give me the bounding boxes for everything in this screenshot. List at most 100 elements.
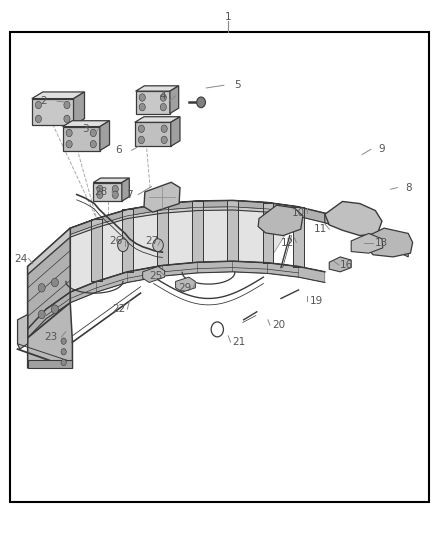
Circle shape bbox=[139, 103, 145, 111]
Text: 16: 16 bbox=[339, 260, 353, 270]
Polygon shape bbox=[96, 209, 127, 228]
Circle shape bbox=[38, 284, 45, 292]
Circle shape bbox=[161, 125, 167, 133]
Polygon shape bbox=[142, 266, 164, 282]
Circle shape bbox=[61, 338, 66, 344]
Polygon shape bbox=[267, 263, 298, 277]
Text: 27: 27 bbox=[145, 236, 158, 246]
Circle shape bbox=[51, 305, 58, 313]
Text: 9: 9 bbox=[378, 144, 385, 154]
Text: 7: 7 bbox=[126, 190, 133, 199]
Polygon shape bbox=[46, 207, 298, 309]
Polygon shape bbox=[267, 203, 298, 216]
Polygon shape bbox=[293, 207, 303, 266]
Polygon shape bbox=[232, 261, 267, 273]
Circle shape bbox=[138, 125, 144, 133]
Text: 2: 2 bbox=[40, 96, 47, 106]
Circle shape bbox=[96, 185, 102, 193]
Circle shape bbox=[61, 349, 66, 355]
Polygon shape bbox=[28, 261, 324, 329]
Polygon shape bbox=[32, 99, 73, 125]
Text: 21: 21 bbox=[232, 337, 245, 347]
Circle shape bbox=[35, 115, 41, 123]
Circle shape bbox=[90, 140, 96, 148]
Circle shape bbox=[38, 310, 45, 319]
Text: 11: 11 bbox=[313, 224, 326, 234]
Polygon shape bbox=[62, 121, 110, 127]
Text: 13: 13 bbox=[374, 238, 388, 247]
Circle shape bbox=[152, 239, 163, 252]
Circle shape bbox=[96, 191, 102, 198]
Polygon shape bbox=[162, 262, 197, 276]
Text: 29: 29 bbox=[177, 283, 191, 293]
Polygon shape bbox=[46, 292, 70, 319]
Text: 20: 20 bbox=[272, 320, 285, 330]
Text: 4: 4 bbox=[159, 91, 166, 101]
Circle shape bbox=[112, 185, 118, 193]
Polygon shape bbox=[70, 281, 96, 303]
Polygon shape bbox=[192, 201, 202, 262]
Polygon shape bbox=[258, 205, 302, 236]
Polygon shape bbox=[227, 200, 237, 261]
Polygon shape bbox=[328, 257, 350, 272]
Polygon shape bbox=[324, 213, 407, 257]
Polygon shape bbox=[157, 204, 167, 265]
Polygon shape bbox=[70, 219, 96, 237]
Text: 22: 22 bbox=[112, 304, 125, 314]
Polygon shape bbox=[175, 277, 195, 292]
Polygon shape bbox=[197, 261, 232, 273]
Text: 19: 19 bbox=[309, 296, 322, 306]
Polygon shape bbox=[298, 207, 324, 223]
Circle shape bbox=[35, 101, 41, 109]
Polygon shape bbox=[28, 309, 46, 338]
Polygon shape bbox=[127, 204, 162, 219]
Circle shape bbox=[161, 136, 167, 143]
Polygon shape bbox=[70, 200, 377, 232]
Text: 25: 25 bbox=[149, 271, 162, 280]
Polygon shape bbox=[32, 92, 84, 99]
Text: 1: 1 bbox=[224, 12, 231, 22]
Text: 26: 26 bbox=[110, 236, 123, 246]
Circle shape bbox=[64, 101, 70, 109]
Circle shape bbox=[139, 94, 145, 101]
Polygon shape bbox=[197, 200, 232, 211]
Text: 12: 12 bbox=[280, 238, 293, 247]
Circle shape bbox=[160, 103, 166, 111]
Polygon shape bbox=[96, 272, 127, 292]
Polygon shape bbox=[232, 200, 267, 212]
Text: 28: 28 bbox=[94, 187, 107, 197]
Circle shape bbox=[90, 130, 96, 137]
Circle shape bbox=[160, 94, 166, 101]
Polygon shape bbox=[93, 182, 121, 201]
Polygon shape bbox=[121, 178, 129, 201]
Polygon shape bbox=[100, 121, 110, 150]
Circle shape bbox=[51, 278, 58, 287]
Polygon shape bbox=[28, 228, 70, 274]
Polygon shape bbox=[28, 360, 72, 368]
Polygon shape bbox=[73, 92, 84, 125]
Text: 3: 3 bbox=[82, 124, 89, 134]
Polygon shape bbox=[135, 86, 178, 91]
Polygon shape bbox=[262, 203, 272, 263]
Circle shape bbox=[61, 359, 66, 366]
Polygon shape bbox=[170, 86, 178, 114]
Circle shape bbox=[196, 97, 205, 108]
Polygon shape bbox=[122, 209, 132, 272]
Polygon shape bbox=[366, 228, 412, 257]
Polygon shape bbox=[298, 266, 324, 282]
Polygon shape bbox=[28, 228, 70, 338]
Polygon shape bbox=[135, 91, 170, 114]
Circle shape bbox=[112, 191, 118, 198]
Polygon shape bbox=[62, 127, 100, 150]
Circle shape bbox=[66, 130, 72, 137]
Polygon shape bbox=[93, 178, 129, 182]
Text: 10: 10 bbox=[291, 208, 304, 218]
Polygon shape bbox=[350, 233, 382, 253]
Bar bbox=[10, 32, 428, 502]
Polygon shape bbox=[127, 265, 162, 282]
Polygon shape bbox=[134, 117, 180, 123]
Circle shape bbox=[64, 115, 70, 123]
Text: 5: 5 bbox=[233, 80, 240, 90]
Polygon shape bbox=[350, 221, 377, 241]
Text: 8: 8 bbox=[404, 183, 411, 192]
